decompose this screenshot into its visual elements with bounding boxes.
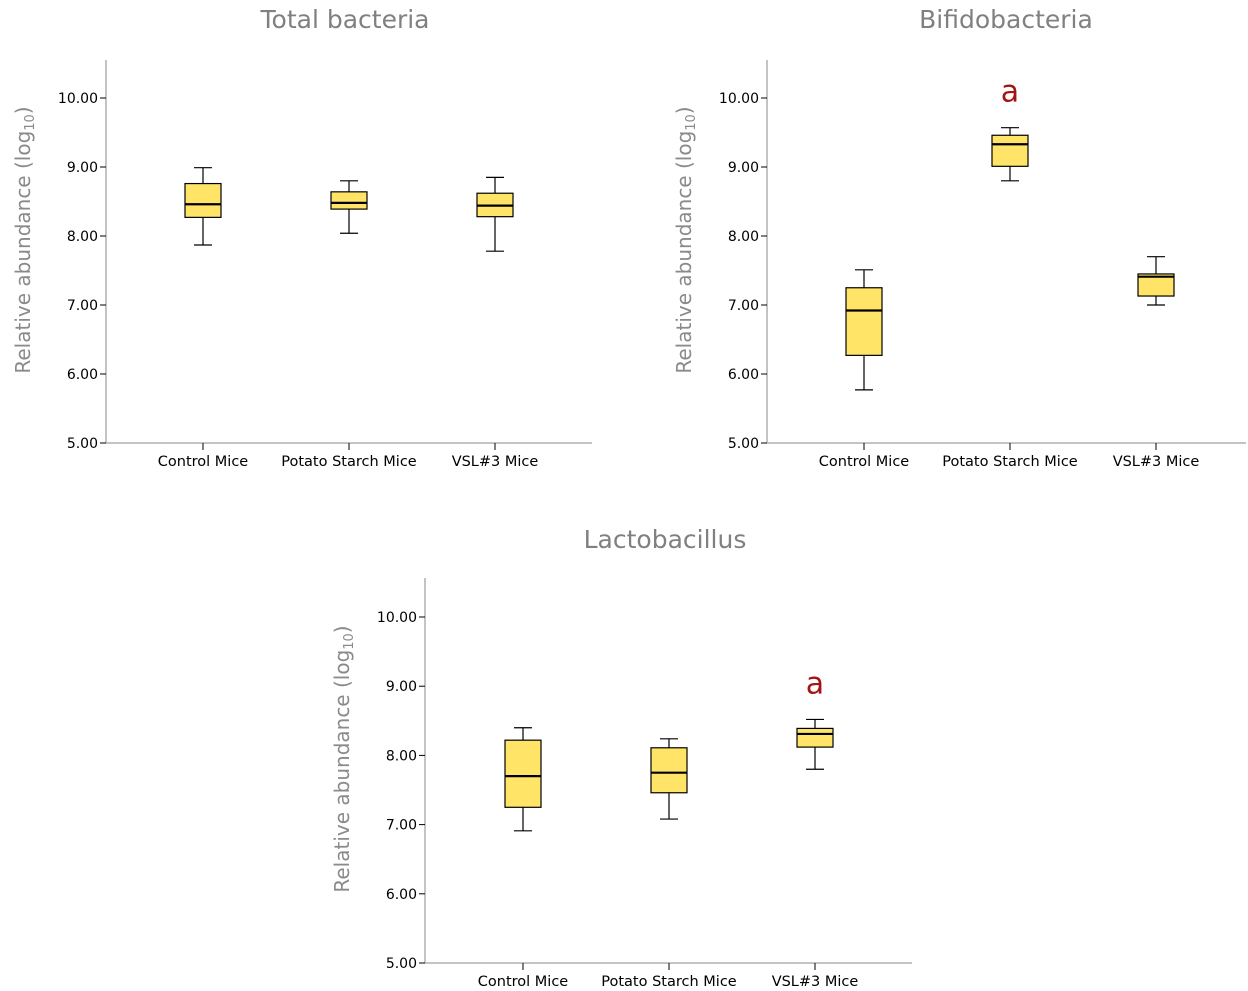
y-axis-label-subscript: 10 — [342, 633, 357, 650]
y-tick-label: 10.00 — [58, 91, 98, 107]
y-tick-label: 10.00 — [377, 610, 417, 626]
box-plot — [504, 727, 542, 832]
interquartile-box — [650, 747, 688, 794]
y-axis-label: Relative abundance (log10) — [672, 106, 699, 373]
y-tick-label: 7.00 — [386, 818, 417, 834]
y-tick-label: 7.00 — [67, 298, 98, 314]
interquartile-box — [845, 287, 883, 356]
y-tick-label: 8.00 — [67, 229, 98, 245]
y-axis-label-subscript: 10 — [684, 114, 699, 131]
significance-annotation: a — [806, 666, 824, 701]
x-category-label: VSL#3 Mice — [772, 974, 859, 990]
x-category-label: Control Mice — [158, 454, 249, 470]
interquartile-box — [184, 182, 222, 218]
interquartile-box — [991, 134, 1029, 167]
x-category-label: Potato Starch Mice — [601, 974, 737, 990]
interquartile-box — [504, 739, 542, 808]
box-plot — [476, 176, 514, 252]
y-tick-label: 6.00 — [728, 367, 759, 383]
y-axis-label-end: ) — [330, 625, 354, 633]
box-plot — [991, 127, 1029, 182]
box-plot — [650, 738, 688, 820]
y-tick-label: 8.00 — [728, 229, 759, 245]
box-plot — [184, 167, 222, 246]
box-plot — [796, 718, 834, 770]
chart-panel: Bifidobacteria Relative abundance (log10)… — [672, 5, 1246, 470]
interquartile-box — [1137, 273, 1175, 297]
y-tick-label: 10.00 — [719, 91, 759, 107]
y-tick-label: 9.00 — [386, 679, 417, 695]
interquartile-box — [796, 727, 834, 748]
y-tick-label: 9.00 — [728, 160, 759, 176]
y-axis-label: Relative abundance (log10) — [330, 625, 357, 892]
y-axis-label-end: ) — [11, 106, 35, 114]
y-axis-label-text: Relative abundance (log — [672, 131, 696, 374]
x-category-label: Control Mice — [478, 974, 569, 990]
chart-title: Bifidobacteria — [919, 5, 1093, 34]
x-category-label: VSL#3 Mice — [1113, 454, 1200, 470]
chart-title: Lactobacillus — [584, 525, 747, 554]
y-axis-label-subscript: 10 — [23, 114, 38, 131]
chart-title: Total bacteria — [260, 5, 430, 34]
y-tick-label: 6.00 — [386, 887, 417, 903]
chart-panel: Total bacteria Relative abundance (log10)… — [11, 5, 592, 470]
interquartile-box — [330, 191, 368, 210]
significance-annotation: a — [1001, 75, 1019, 110]
y-axis-label-text: Relative abundance (log — [330, 650, 354, 893]
y-tick-label: 9.00 — [67, 160, 98, 176]
y-tick-label: 8.00 — [386, 748, 417, 764]
box-plot — [330, 180, 368, 234]
y-tick-label: 7.00 — [728, 298, 759, 314]
y-tick-label: 5.00 — [67, 436, 98, 452]
chart-panel: Lactobacillus Relative abundance (log10) 5… — [330, 525, 912, 990]
x-category-label: Potato Starch Mice — [942, 454, 1078, 470]
y-tick-label: 6.00 — [67, 367, 98, 383]
y-axis-label-text: Relative abundance (log — [11, 131, 35, 374]
x-category-label: Potato Starch Mice — [281, 454, 417, 470]
x-category-label: VSL#3 Mice — [452, 454, 539, 470]
x-category-label: Control Mice — [819, 454, 910, 470]
box-plot — [1137, 256, 1175, 306]
y-tick-label: 5.00 — [386, 956, 417, 972]
y-axis-label: Relative abundance (log10) — [11, 106, 38, 373]
y-axis-label-end: ) — [672, 106, 696, 114]
y-tick-label: 5.00 — [728, 436, 759, 452]
box-plot — [845, 269, 883, 391]
